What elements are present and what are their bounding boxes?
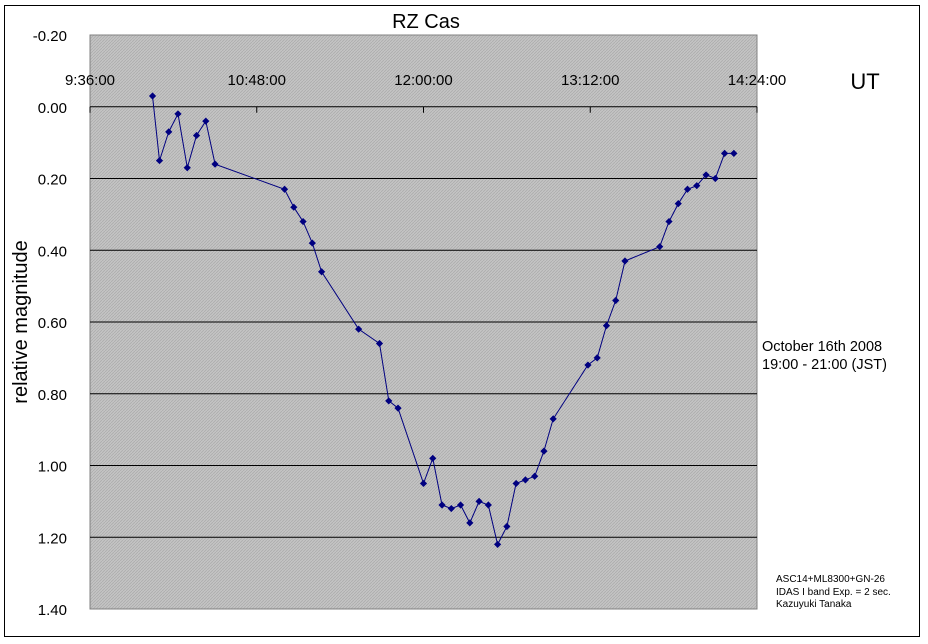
- data-point: [656, 243, 664, 251]
- x-tick-label: 14:24:00: [728, 72, 786, 89]
- data-point: [375, 339, 384, 348]
- data-point: [155, 156, 164, 165]
- y-tick-label: 0.20: [38, 172, 67, 189]
- data-point: [702, 171, 710, 179]
- data-point: [512, 479, 520, 488]
- data-point: [183, 164, 191, 172]
- data-point: [394, 404, 402, 412]
- y-tick-label: 1.40: [38, 602, 67, 619]
- data-point: [355, 325, 363, 333]
- y-tick-label: 0.80: [38, 387, 67, 404]
- data-point: [584, 361, 592, 369]
- data-point: [540, 447, 548, 455]
- chart-title: RZ Cas: [392, 11, 460, 33]
- series-line: [152, 95, 734, 546]
- data-point: [674, 200, 682, 208]
- data-point: [202, 117, 210, 125]
- data-point: [720, 149, 729, 157]
- credit-line-3: Kazuyuki Tanaka: [776, 599, 852, 610]
- data-point: [683, 185, 692, 193]
- series-points: [148, 92, 738, 549]
- x-tick-label: 10:48:00: [228, 72, 286, 89]
- data-point: [494, 540, 502, 549]
- credit-line-2: IDAS I band Exp. = 2 sec.: [776, 586, 891, 598]
- data-point: [475, 497, 483, 505]
- data-point: [317, 268, 326, 276]
- data-point: [466, 519, 474, 527]
- data-point: [211, 160, 219, 168]
- data-point: [419, 479, 428, 488]
- y-tick-label: 0.40: [38, 243, 67, 260]
- data-point: [308, 239, 316, 247]
- data-point: [593, 354, 601, 362]
- y-tick-label: 0.60: [38, 315, 67, 332]
- data-point: [711, 174, 719, 183]
- data-point: [484, 501, 492, 509]
- x-axis-label: UT: [850, 69, 879, 94]
- y-tick-label: 0.00: [38, 100, 67, 117]
- data-point: [730, 149, 738, 157]
- data-point: [385, 397, 393, 405]
- data-point: [612, 296, 620, 305]
- data-point: [447, 504, 455, 513]
- series-polyline: [152, 95, 734, 546]
- x-tick-label: 13:12:00: [561, 72, 619, 89]
- data-point: [621, 257, 629, 265]
- x-tick-label: 12:00:00: [394, 72, 452, 89]
- data-point: [503, 522, 511, 531]
- data-point: [280, 185, 289, 193]
- y-tick-label: 1.20: [38, 530, 67, 547]
- data-point: [174, 110, 182, 118]
- y-tick-label: -0.20: [33, 28, 67, 45]
- y-axis-tick-labels: -0.20 0.00 0.20 0.40 0.60 0.80 1.00 1.20 1.40: [33, 28, 67, 619]
- equipment-credit: ASC14+ML8300+GN-26 IDAS I band Exp. = 2 …: [776, 574, 891, 612]
- date-line-2: 19:00 - 21:00 (JST): [762, 357, 887, 373]
- data-point: [299, 217, 307, 226]
- date-line-1: October 16th 2008: [762, 339, 883, 355]
- data-point: [602, 321, 611, 330]
- data-point: [693, 182, 701, 190]
- data-point: [521, 476, 530, 484]
- data-point: [531, 472, 539, 480]
- data-point: [148, 92, 157, 100]
- credit-line-1: ASC14+ML8300+GN-26: [776, 574, 885, 585]
- data-point: [290, 203, 298, 211]
- data-point: [192, 131, 201, 140]
- data-point: [165, 128, 173, 136]
- y-axis-label: relative magnitude: [10, 240, 32, 403]
- data-point: [438, 501, 446, 509]
- y-tick-label: 1.00: [38, 459, 67, 476]
- observation-date: October 16th 2008 19:00 - 21:00 (JST): [762, 338, 887, 374]
- gridlines: [90, 178, 757, 538]
- data-point: [665, 217, 673, 226]
- data-point: [456, 501, 465, 509]
- data-point: [549, 415, 557, 423]
- x-axis: 9:36:00 10:48:00 12:00:00 13:12:00 14:24:00: [65, 72, 786, 113]
- data-point: [429, 454, 437, 462]
- x-tick-label: 9:36:00: [65, 72, 115, 89]
